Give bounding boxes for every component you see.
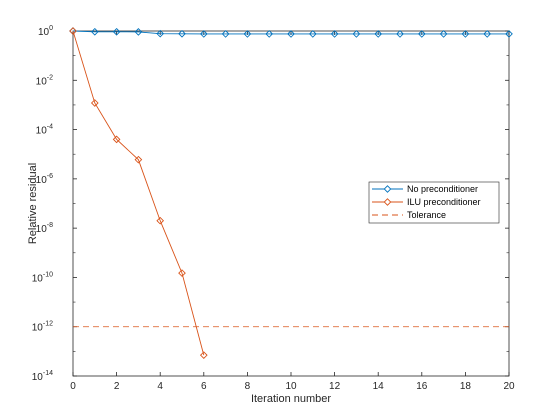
data-point: [417, 30, 426, 38]
x-tick-label: 10: [285, 381, 297, 392]
data-point: [134, 155, 143, 164]
legend-label: No preconditioner: [407, 184, 478, 194]
data-point: [287, 30, 295, 38]
legend: No preconditioner ILU preconditioner Toler…: [368, 181, 500, 224]
y-tick-label: 10-4: [36, 124, 53, 137]
data-point: [199, 30, 208, 38]
y-tick-label: 10-6: [36, 173, 53, 186]
x-tick-label: 4: [157, 381, 163, 392]
data-point: [330, 30, 339, 38]
data-point: [439, 30, 448, 38]
data-point: [112, 27, 121, 36]
data-point: [352, 30, 361, 38]
x-tick-label: 14: [373, 381, 385, 392]
series-line-0: [72, 30, 509, 35]
data-point: [178, 269, 186, 277]
legend-marker: [383, 198, 392, 206]
data-point: [112, 135, 121, 144]
x-tick-label: 8: [245, 381, 251, 392]
data-point: [308, 30, 317, 38]
y-tick-label: 10-8: [36, 222, 53, 235]
y-tick-label: 10-14: [32, 370, 53, 383]
data-point: [69, 27, 77, 35]
y-axis: 100 10-2 10-4 10-6 10-8 10-10 10-12 10-14: [32, 25, 509, 383]
x-tick-label: 6: [201, 381, 207, 392]
data-point: [374, 30, 383, 38]
data-point: [265, 30, 274, 38]
y-tick-label: 10-2: [36, 74, 53, 87]
x-tick-label: 18: [460, 381, 472, 392]
data-point: [461, 30, 470, 38]
y-tick-label: 10-12: [32, 321, 53, 334]
series-line-1: [72, 30, 205, 356]
data-point: [221, 30, 230, 38]
data-point: [396, 30, 404, 38]
x-tick-label: 0: [70, 381, 76, 392]
data-point: [156, 29, 165, 38]
series-layer: [69, 27, 513, 360]
data-point: [243, 30, 252, 38]
data-point: [505, 30, 513, 38]
data-point: [90, 27, 99, 36]
data-point: [90, 99, 99, 107]
legend-label: ILU preconditioner: [407, 197, 481, 207]
legend-marker: [383, 185, 392, 193]
data-point: [178, 29, 186, 38]
data-point: [156, 216, 165, 225]
data-point: [134, 28, 143, 36]
y-tick-label: 10-10: [32, 271, 53, 284]
x-tick-label: 20: [503, 381, 515, 392]
x-axis: 0 2 4 6 8 10 12 14 16 18 20: [70, 31, 515, 392]
x-tick-label: 12: [329, 381, 341, 392]
legend-label: Tolerance: [407, 210, 446, 220]
data-point: [199, 351, 208, 360]
data-point: [483, 30, 492, 38]
x-axis-label: Iteration number: [251, 393, 331, 405]
y-axis-label: Relative residual: [27, 163, 39, 244]
x-tick-label: 2: [114, 381, 120, 392]
y-tick-label: 100: [38, 25, 53, 38]
x-tick-label: 16: [416, 381, 428, 392]
